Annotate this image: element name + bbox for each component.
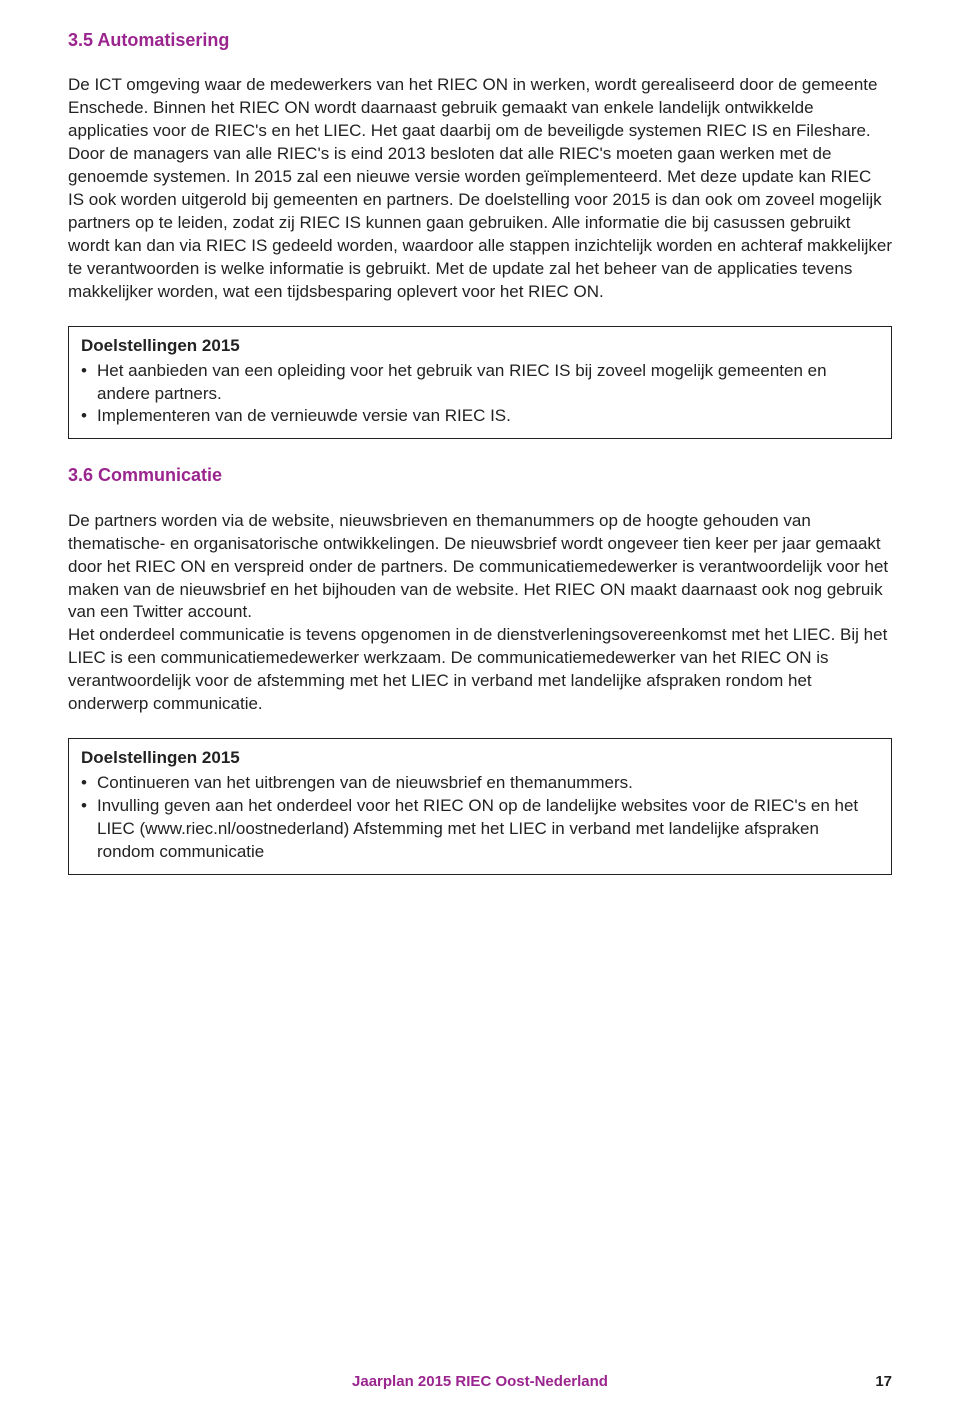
page-number: 17 — [875, 1372, 892, 1392]
box2-list: Continueren van het uitbrengen van de ni… — [81, 772, 879, 864]
list-item: Continueren van het uitbrengen van de ni… — [81, 772, 879, 795]
list-item: Het aanbieden van een opleiding voor het… — [81, 360, 879, 406]
section-heading-automatisering: 3.5 Automatisering — [68, 28, 892, 52]
list-item: Invulling geven aan het onderdeel voor h… — [81, 795, 879, 864]
list-item: Implementeren van de vernieuwde versie v… — [81, 405, 879, 428]
section1-paragraph: De ICT omgeving waar de medewerkers van … — [68, 74, 892, 303]
box2-title: Doelstellingen 2015 — [81, 747, 879, 770]
section2-paragraph2: Het onderdeel communicatie is tevens opg… — [68, 624, 892, 716]
box1-title: Doelstellingen 2015 — [81, 335, 879, 358]
footer-title: Jaarplan 2015 RIEC Oost-Nederland — [68, 1372, 892, 1392]
section2-paragraph1: De partners worden via de website, nieuw… — [68, 510, 892, 625]
doelstellingen-box-1: Doelstellingen 2015 Het aanbieden van ee… — [68, 326, 892, 440]
box1-list: Het aanbieden van een opleiding voor het… — [81, 360, 879, 429]
section-heading-communicatie: 3.6 Communicatie — [68, 463, 892, 487]
page-footer: Jaarplan 2015 RIEC Oost-Nederland 17 — [68, 1372, 892, 1392]
doelstellingen-box-2: Doelstellingen 2015 Continueren van het … — [68, 738, 892, 875]
